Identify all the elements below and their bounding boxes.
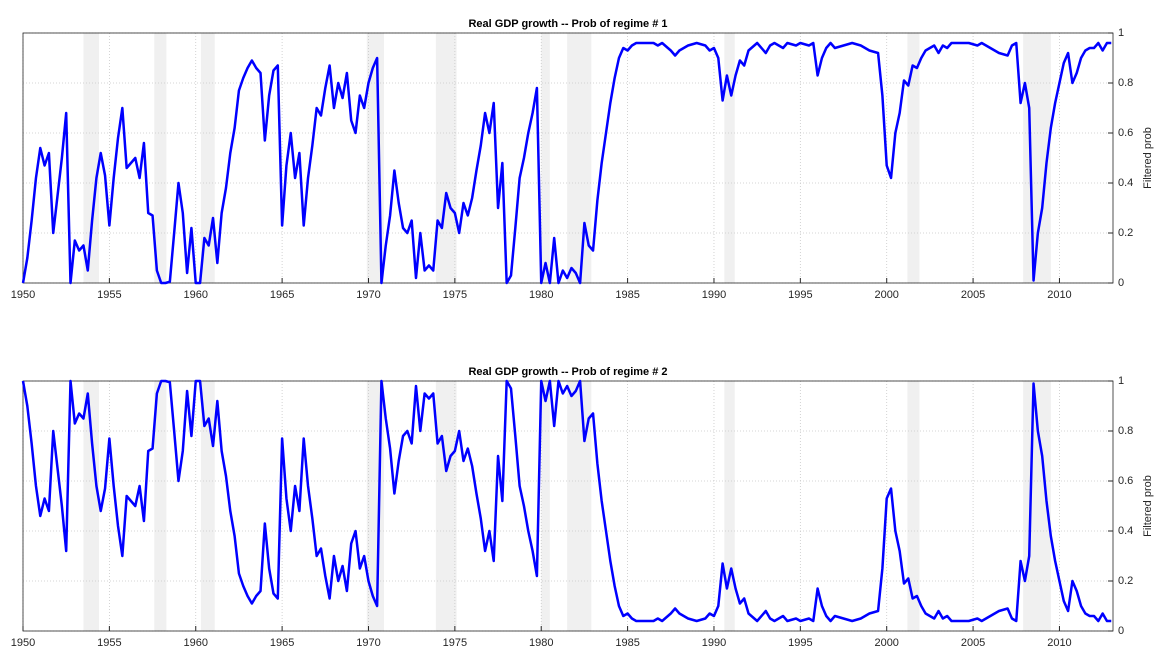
shaded-period xyxy=(435,33,457,283)
y-tick-label: 1 xyxy=(1118,27,1124,39)
data-line xyxy=(21,41,1112,285)
y-tick-label: 0 xyxy=(1118,277,1124,289)
shaded-period xyxy=(154,381,167,631)
x-tick-label: 1965 xyxy=(270,637,294,649)
x-tick-label: 1970 xyxy=(356,637,380,649)
shaded-period xyxy=(435,381,457,631)
shaded-period xyxy=(200,33,215,283)
y-tick-label: 0.6 xyxy=(1118,475,1133,487)
x-tick-label: 1995 xyxy=(788,637,812,649)
chart-title: Real GDP growth -- Prob of regime # 2 xyxy=(468,366,667,378)
shaded-period xyxy=(907,381,920,631)
x-tick-label: 1960 xyxy=(183,289,207,301)
x-tick-label: 1960 xyxy=(183,637,207,649)
y-tick-label: 0.4 xyxy=(1118,525,1133,537)
y-tick-label: 0.2 xyxy=(1118,575,1133,587)
x-tick-label: 1970 xyxy=(356,289,380,301)
plot-frame xyxy=(22,32,1114,284)
y-tick-label: 0.4 xyxy=(1118,177,1133,189)
y-tick-label: 0.8 xyxy=(1118,77,1133,89)
shaded-period xyxy=(724,381,735,631)
shaded-period xyxy=(154,33,167,283)
x-tick-label: 1955 xyxy=(97,637,121,649)
y-tick-label: 0.8 xyxy=(1118,425,1133,437)
shaded-period xyxy=(200,381,215,631)
x-tick-label: 1965 xyxy=(270,289,294,301)
x-tick-label: 1975 xyxy=(443,289,467,301)
x-tick-label: 1995 xyxy=(788,289,812,301)
x-tick-label: 1975 xyxy=(443,637,467,649)
x-tick-label: 1985 xyxy=(615,637,639,649)
x-tick-label: 2000 xyxy=(874,637,898,649)
x-tick-label: 1990 xyxy=(702,637,726,649)
shaded-period xyxy=(541,381,550,631)
y-axis-label: Filtered prob xyxy=(1142,127,1154,189)
shaded-period xyxy=(83,381,100,631)
data-line xyxy=(21,379,1112,623)
chart-title: Real GDP growth -- Prob of regime # 1 xyxy=(468,18,667,30)
x-tick-label: 2005 xyxy=(961,637,985,649)
x-tick-label: 1980 xyxy=(529,637,553,649)
x-tick-label: 1955 xyxy=(97,289,121,301)
y-axis-label: Filtered prob xyxy=(1142,475,1154,537)
x-tick-label: 2000 xyxy=(874,289,898,301)
shaded-period xyxy=(907,33,920,283)
y-tick-label: 0.6 xyxy=(1118,127,1133,139)
shaded-period xyxy=(724,33,735,283)
x-tick-label: 1990 xyxy=(702,289,726,301)
y-tick-label: 0 xyxy=(1118,625,1124,637)
x-tick-label: 2010 xyxy=(1047,637,1071,649)
y-tick-label: 0.2 xyxy=(1118,227,1133,239)
plot-frame xyxy=(22,380,1114,632)
x-tick-label: 1950 xyxy=(11,289,35,301)
shaded-period xyxy=(83,33,100,283)
x-tick-label: 1985 xyxy=(615,289,639,301)
x-tick-label: 2010 xyxy=(1047,289,1071,301)
shaded-period xyxy=(541,33,550,283)
x-tick-label: 1980 xyxy=(529,289,553,301)
x-tick-label: 1950 xyxy=(11,637,35,649)
y-tick-label: 1 xyxy=(1118,375,1124,387)
x-tick-label: 2005 xyxy=(961,289,985,301)
